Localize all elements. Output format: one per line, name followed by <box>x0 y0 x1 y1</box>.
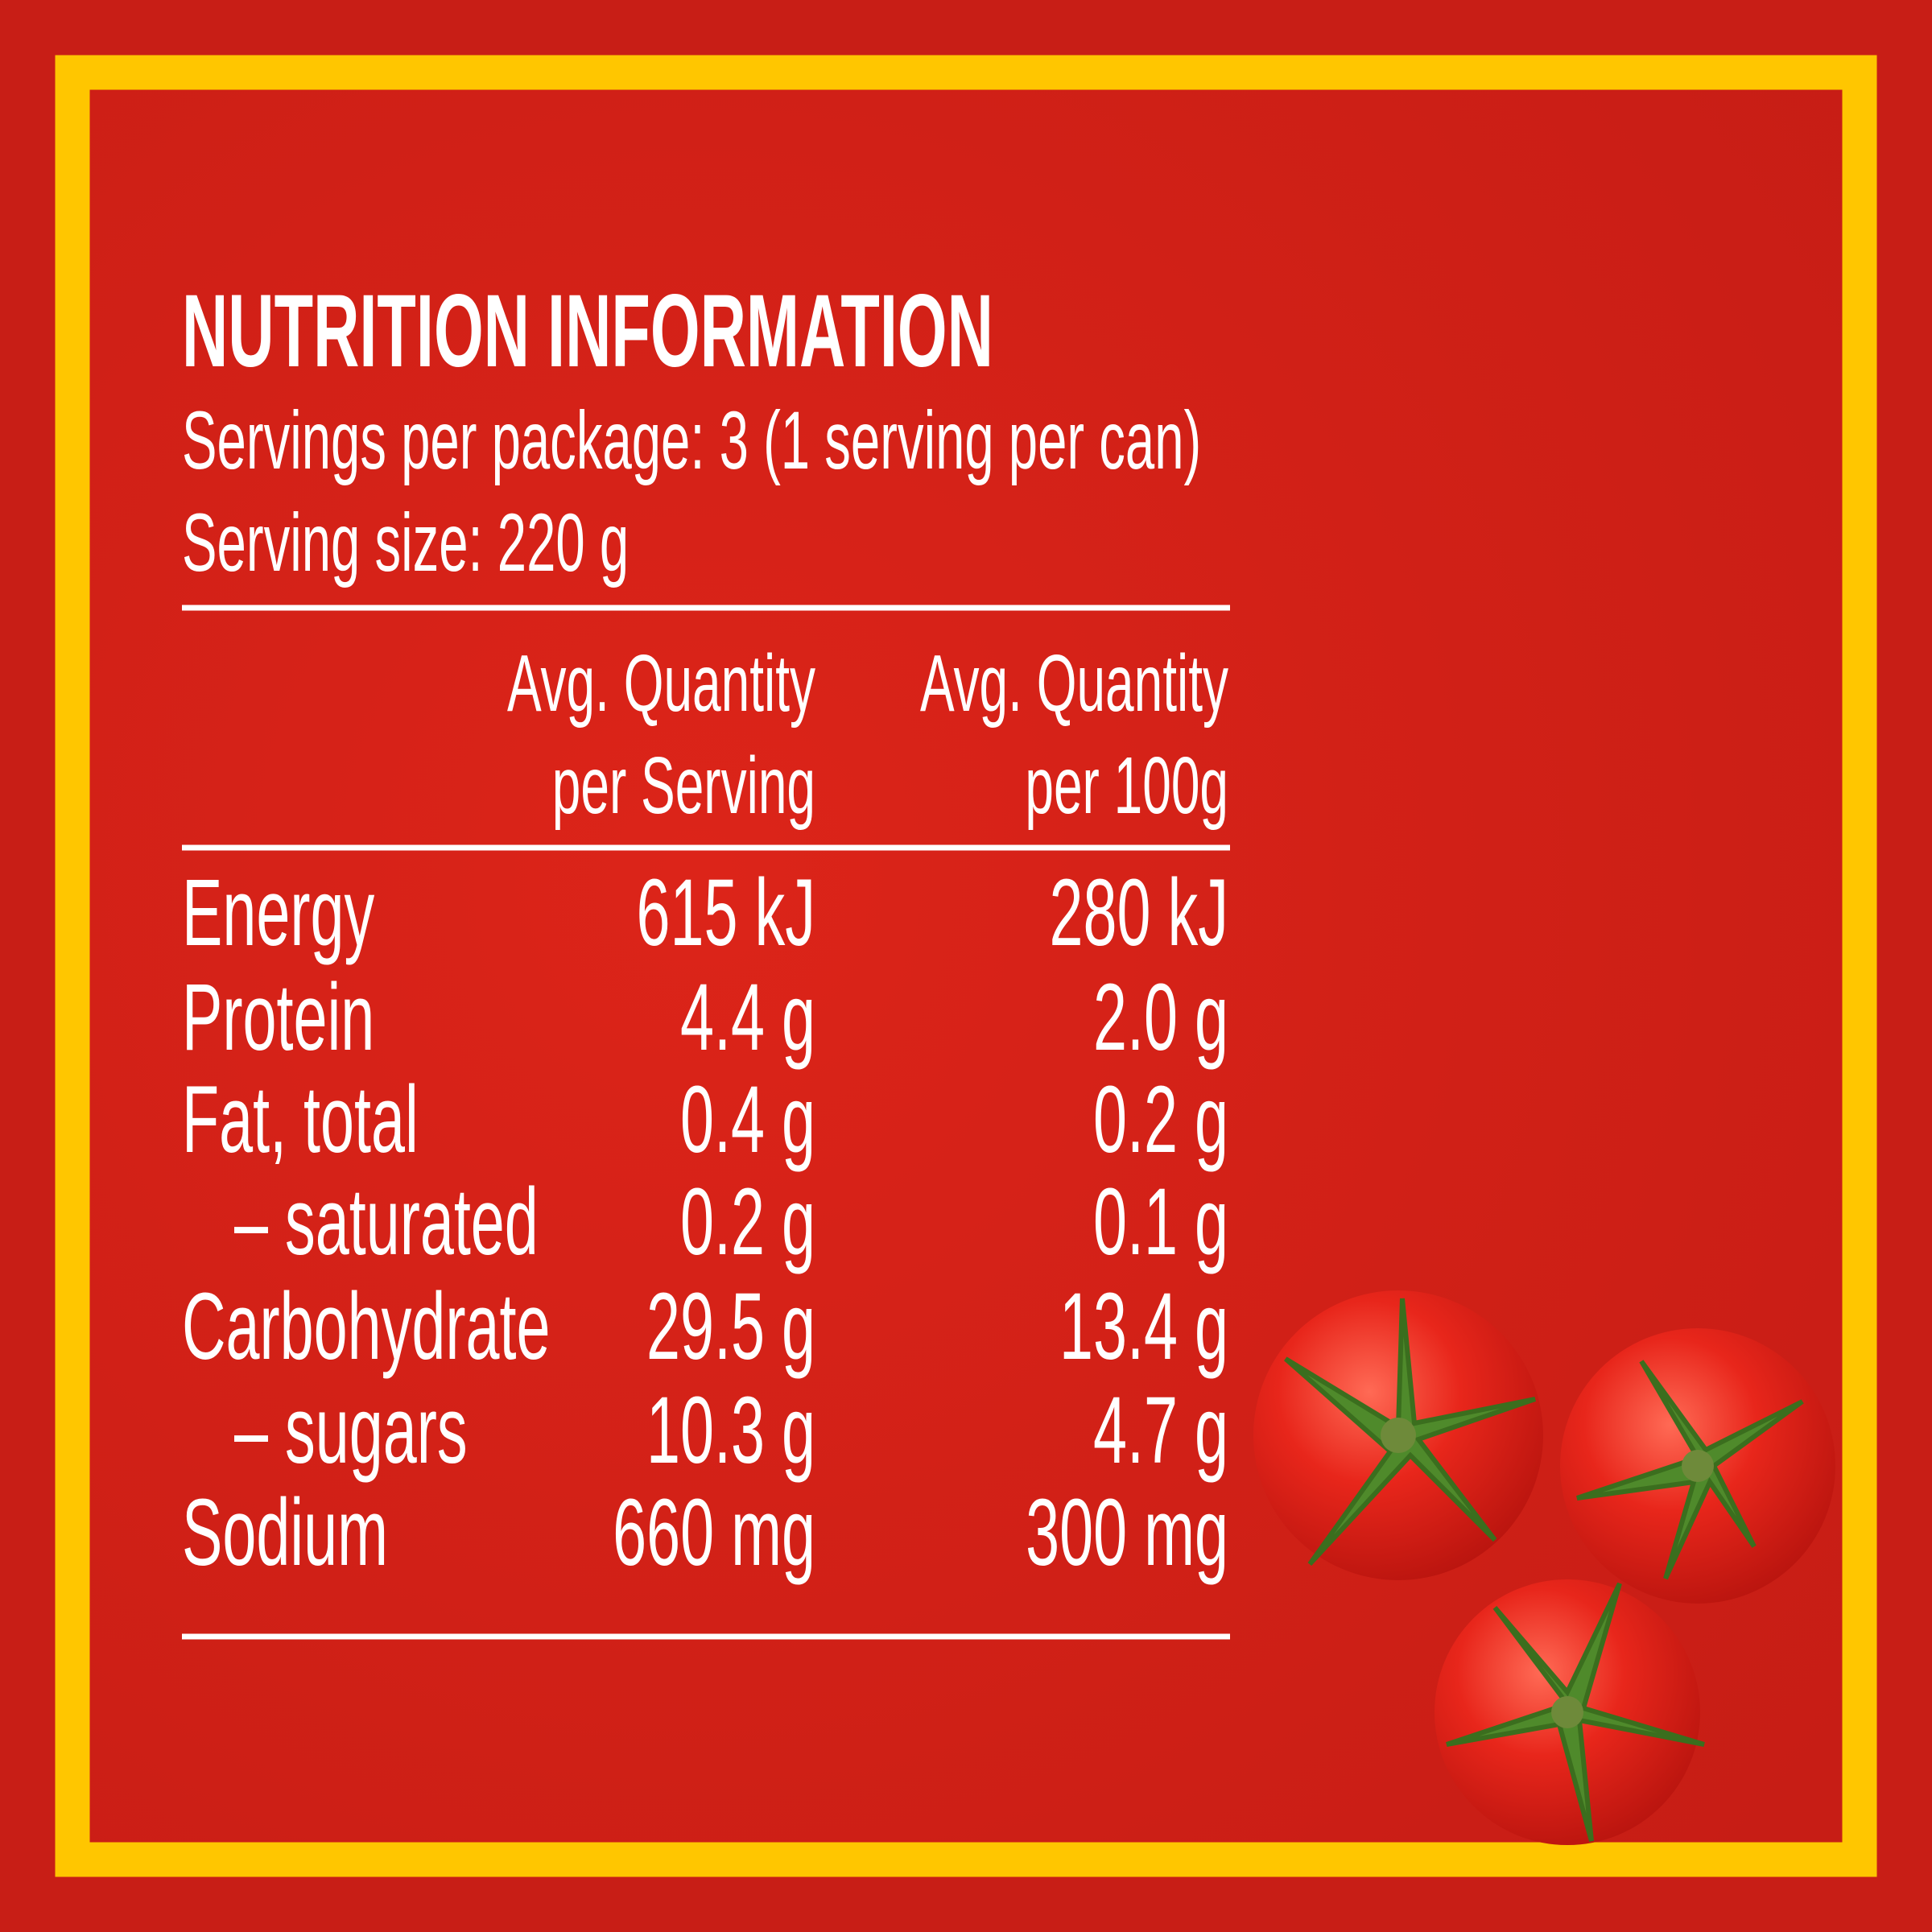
per-serving-value: 4.4 g <box>680 964 815 1070</box>
nutrient-label: – saturated <box>234 1168 539 1274</box>
per-100g-value: 2.0 g <box>1093 964 1228 1070</box>
nutrient-label: Carbohydrate <box>182 1273 551 1379</box>
per-serving-value: 29.5 g <box>646 1273 815 1379</box>
per-serving-value: 660 mg <box>613 1479 815 1585</box>
column-header: Avg. Quantity <box>507 638 815 728</box>
servings-per-package: Servings per package: 3 (1 serving per c… <box>182 394 1201 486</box>
per-100g-value: 300 mg <box>1026 1479 1228 1585</box>
per-serving-value: 0.2 g <box>680 1168 815 1274</box>
per-serving-value: 615 kJ <box>637 859 815 965</box>
nutrient-label: Protein <box>182 964 374 1070</box>
nutrient-label: Energy <box>182 859 375 965</box>
column-header: per Serving <box>552 740 815 830</box>
column-header: per 100g <box>1025 740 1228 830</box>
column-header: Avg. Quantity <box>920 638 1228 728</box>
per-100g-value: 4.7 g <box>1093 1377 1228 1483</box>
nutrient-label: Sodium <box>182 1479 388 1585</box>
per-serving-value: 10.3 g <box>646 1377 815 1483</box>
yellow-border <box>55 55 1877 1877</box>
per-100g-value: 0.1 g <box>1093 1168 1228 1274</box>
nutrient-label: – sugars <box>234 1377 468 1483</box>
serving-size: Serving size: 220 g <box>182 497 629 588</box>
per-100g-value: 13.4 g <box>1059 1273 1228 1379</box>
title: NUTRITION INFORMATION <box>182 274 993 389</box>
nutrient-label: Fat, total <box>182 1066 419 1172</box>
per-100g-value: 280 kJ <box>1050 859 1228 965</box>
per-100g-value: 0.2 g <box>1093 1066 1228 1172</box>
per-serving-value: 0.4 g <box>680 1066 815 1172</box>
tomatoes <box>1253 1290 1835 1845</box>
